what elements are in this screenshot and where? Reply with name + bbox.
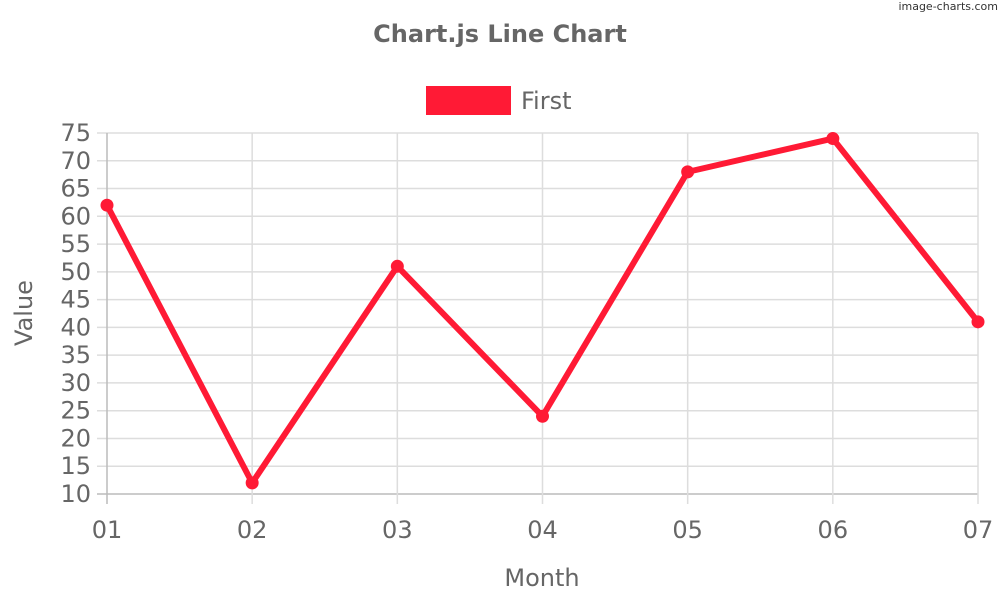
y-tick-label: 50 [60, 258, 91, 286]
data-point [100, 198, 114, 212]
x-tick-label: 06 [818, 516, 849, 544]
y-tick-label: 20 [60, 424, 91, 452]
data-point [390, 259, 404, 273]
series-first [100, 132, 985, 490]
y-tick-label: 60 [60, 202, 91, 230]
y-tick-label: 75 [60, 119, 91, 147]
y-tick-label: 70 [60, 147, 91, 175]
x-tick-label: 05 [672, 516, 703, 544]
data-point [971, 315, 985, 329]
y-tick-label: 35 [60, 341, 91, 369]
y-tick-label: 45 [60, 286, 91, 314]
data-point [681, 165, 695, 179]
chart-title: Chart.js Line Chart [373, 20, 627, 48]
grid [97, 132, 979, 504]
legend: First [426, 86, 572, 115]
y-tick-label: 55 [60, 230, 91, 258]
y-tick-label: 40 [60, 313, 91, 341]
y-tick-label: 10 [60, 480, 91, 508]
y-tick-label: 15 [60, 452, 91, 480]
data-point [245, 476, 259, 490]
x-tick-label: 07 [963, 516, 994, 544]
y-axis-label: Value [10, 280, 38, 346]
data-point [536, 409, 549, 423]
y-tick-label: 25 [60, 397, 91, 425]
y-tick-label: 65 [60, 175, 91, 203]
x-tick-label: 02 [237, 516, 268, 544]
watermark: image-charts.com [898, 0, 998, 13]
x-tick-label: 01 [92, 516, 123, 544]
x-tick-label: 04 [527, 516, 558, 544]
legend-label-first: First [521, 87, 572, 115]
x-axis-ticks: 01 02 03 04 05 06 07 [92, 516, 994, 544]
x-tick-label: 03 [382, 516, 413, 544]
data-point [826, 132, 840, 146]
y-tick-label: 30 [60, 369, 91, 397]
legend-swatch-first [426, 86, 511, 115]
x-axis-label: Month [504, 564, 579, 592]
